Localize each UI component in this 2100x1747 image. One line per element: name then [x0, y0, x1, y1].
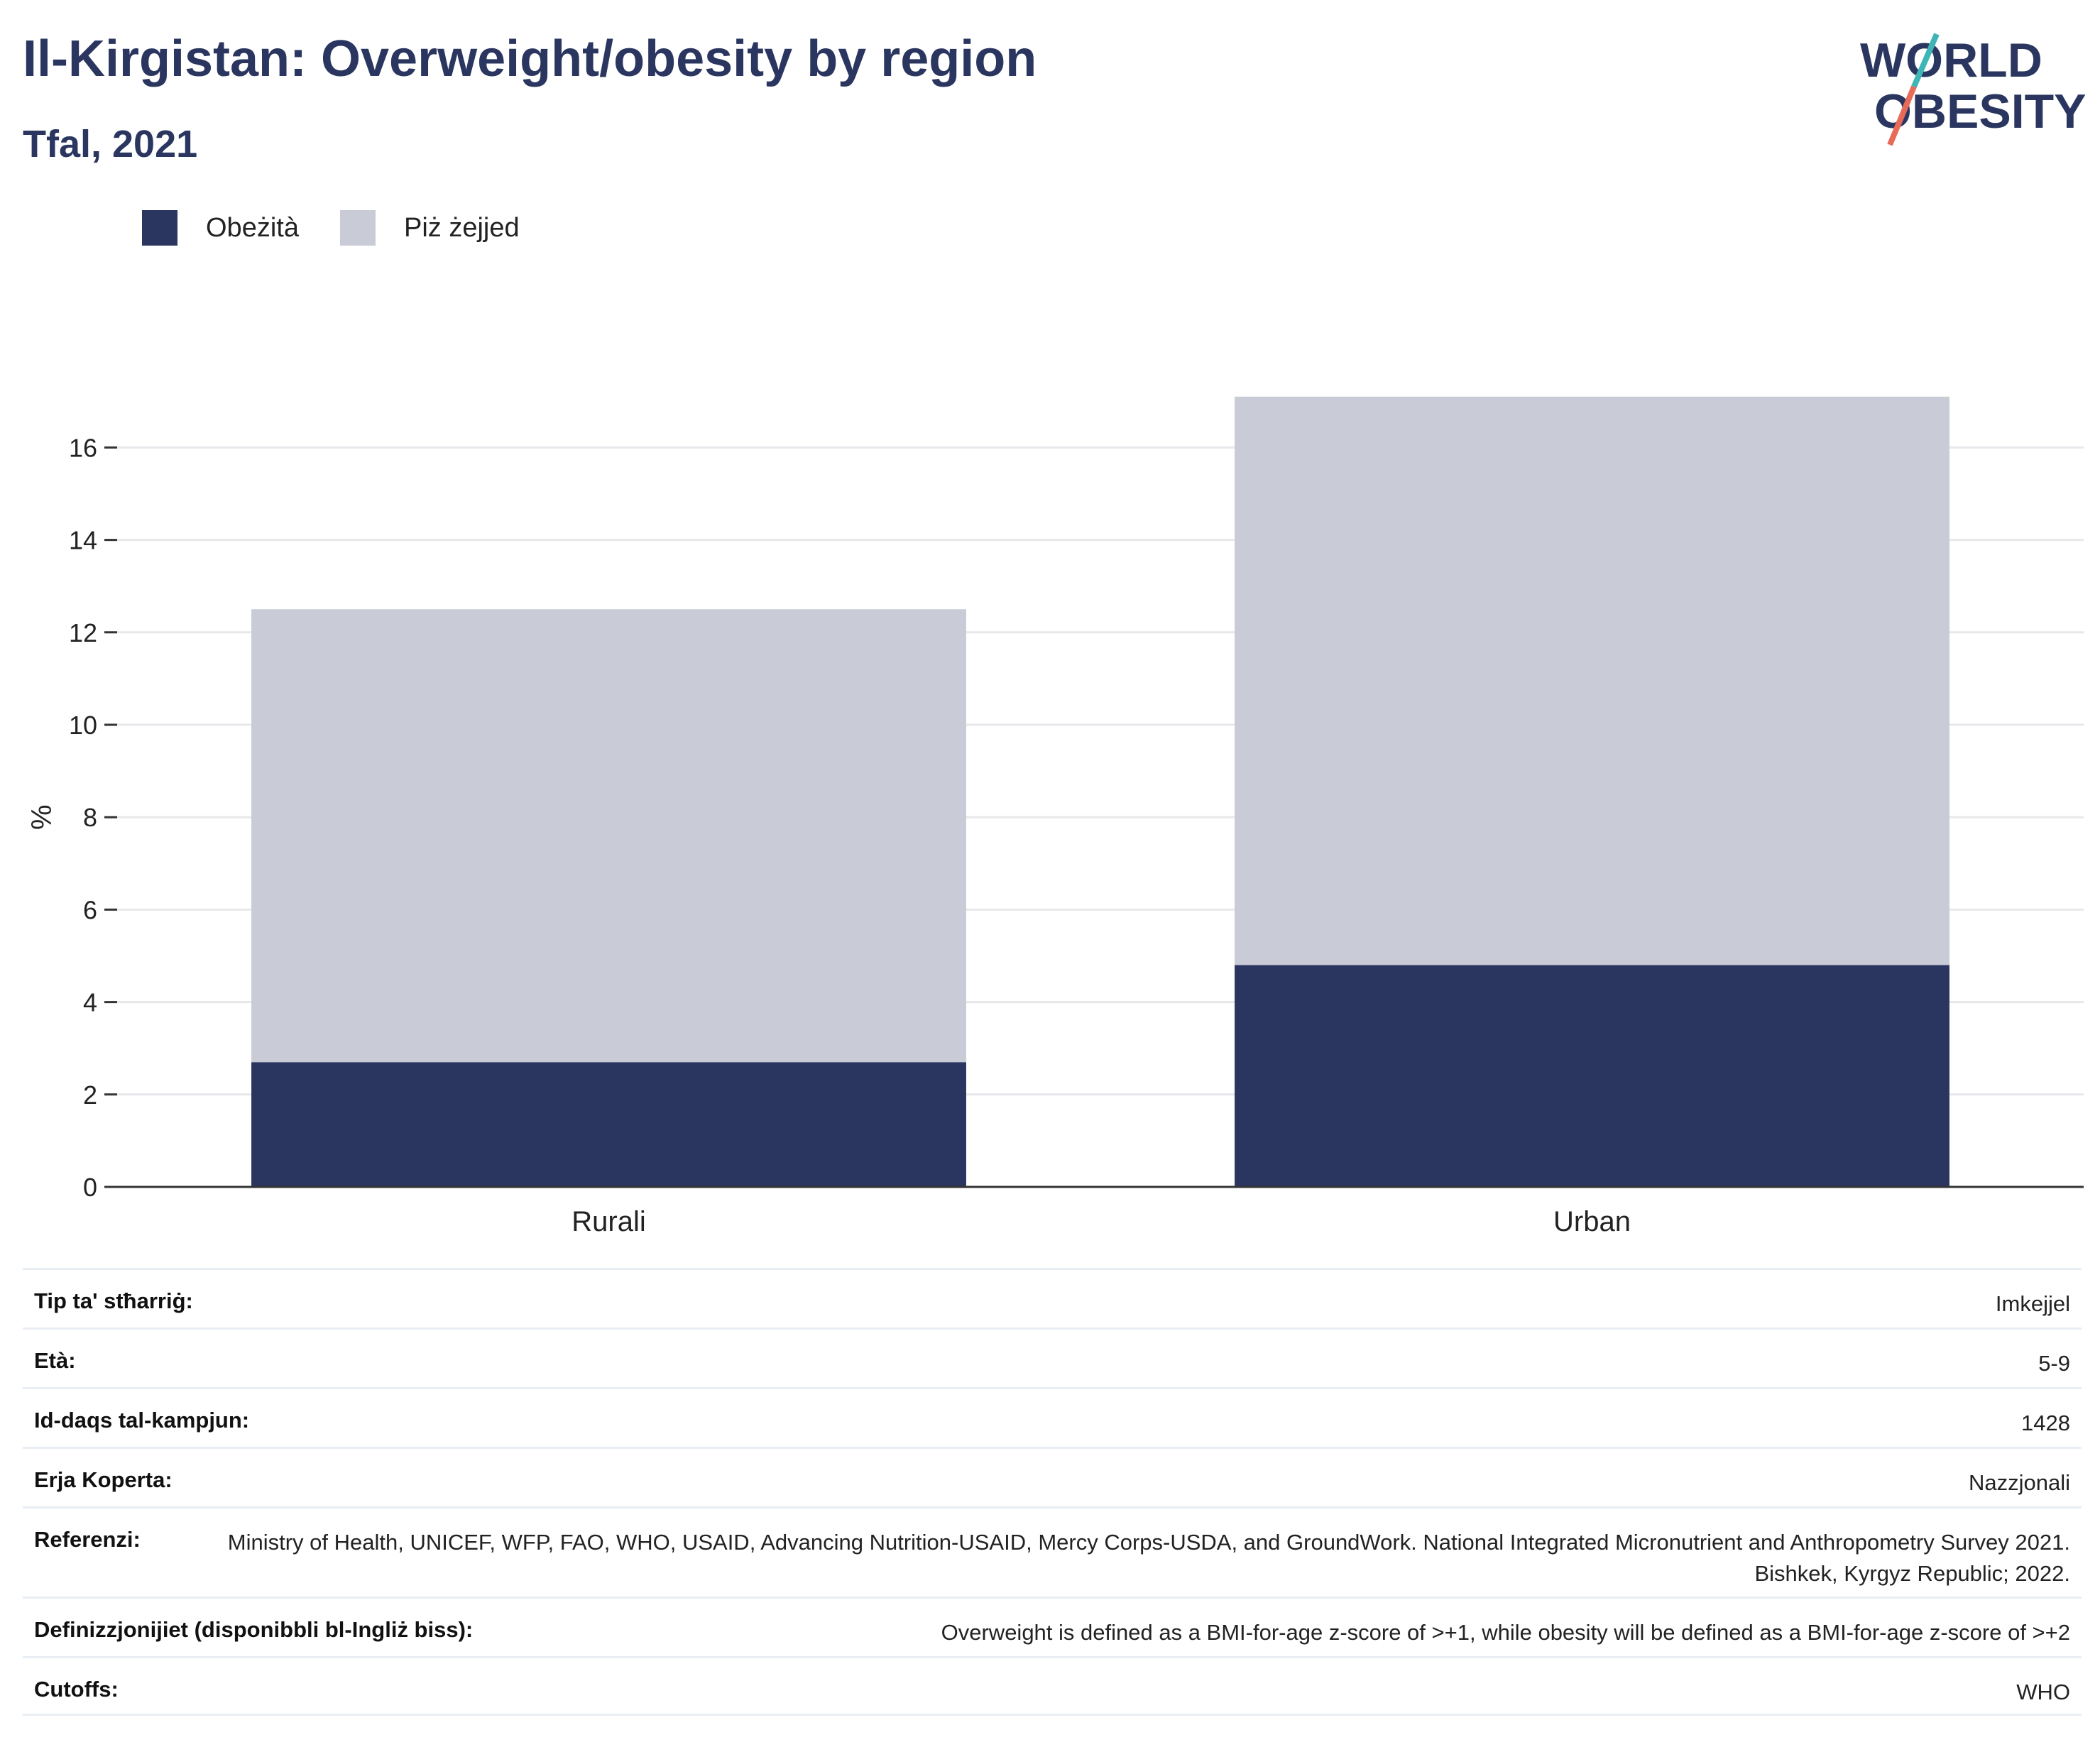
logo-word-world: WORLD: [1860, 33, 2042, 87]
metadata-row: Tip ta' stħarriġ: Imkejjel: [23, 1268, 2082, 1327]
metadata-row: Erja Koperta: Nazzjonali: [23, 1447, 2082, 1506]
metadata-value: Nazzjonali: [1968, 1470, 2070, 1495]
bar-obesity-urban: [1235, 965, 1949, 1187]
page-subtitle: Tfal, 2021: [23, 123, 198, 165]
metadata-row: Definizzjonijiet (disponibbli bl-Ingliż …: [23, 1597, 2082, 1656]
legend-swatch-obesity: [142, 210, 177, 246]
metadata-label: Definizzjonijiet (disponibbli bl-Ingliż …: [34, 1617, 474, 1642]
bar-obesity-rurali: [251, 1062, 966, 1187]
metadata-label: Cutoffs:: [34, 1677, 119, 1702]
metadata-value: 5-9: [2038, 1351, 2070, 1376]
y-tick-label: 0: [83, 1173, 97, 1202]
metadata-row: Età: 5-9: [23, 1327, 2082, 1387]
metadata-label: Id-daqs tal-kampjun:: [34, 1408, 250, 1433]
page-title: Il-Kirgistan: Overweight/obesity by regi…: [23, 31, 1037, 87]
legend-item-obesity[interactable]: Obeżità: [142, 210, 299, 246]
logo-slash-teal: [1911, 33, 1940, 88]
y-tick-label: 14: [69, 526, 97, 555]
x-tick-label: Urban: [1553, 1206, 1631, 1235]
legend-label-obesity: Obeżità: [206, 212, 299, 243]
y-tick-label: 6: [83, 895, 97, 924]
legend-item-overweight[interactable]: Piż żejjed: [339, 210, 520, 246]
metadata-row: Id-daqs tal-kampjun: 1428: [23, 1387, 2082, 1447]
y-tick-label: 2: [83, 1080, 97, 1110]
metadata-label: Referenzi:: [34, 1527, 141, 1552]
y-tick-label: 12: [69, 618, 97, 647]
x-tick-label: Rurali: [572, 1206, 645, 1235]
chart-legend: Obeżità Piż żejjed: [142, 210, 561, 246]
metadata-table: Tip ta' stħarriġ: Imkejjel Età: 5-9 Id-daqs …: [23, 1268, 2082, 1716]
legend-label-overweight: Piż żejjed: [403, 212, 520, 243]
world-obesity-logo: WORLD OBESITY: [1860, 33, 2087, 146]
y-tick-label: 16: [69, 433, 97, 462]
legend-swatch-overweight: [339, 210, 376, 246]
metadata-value: WHO: [2016, 1680, 2070, 1704]
metadata-row: Referenzi: Ministry of Health, UNICEF, WF…: [23, 1506, 2082, 1597]
bar-overweight-urban: [1235, 396, 1949, 965]
metadata-value: Imkejjel: [1995, 1291, 2070, 1316]
metadata-row: Cutoffs: WHO: [23, 1656, 2082, 1716]
metadata-value: Overweight is defined as a BMI-for-age z…: [941, 1620, 2070, 1645]
y-tick-label: 4: [83, 988, 97, 1017]
y-tick-label: 10: [69, 711, 97, 740]
metadata-value: 1428: [2021, 1411, 2070, 1435]
metadata-value: Ministry of Health, UNICEF, WFP, FAO, WH…: [227, 1530, 2070, 1586]
metadata-label: Età:: [34, 1348, 76, 1373]
y-tick-label: 8: [83, 803, 97, 832]
metadata-label: Erja Koperta:: [34, 1467, 173, 1492]
metadata-label: Tip ta' stħarriġ:: [34, 1288, 193, 1313]
logo-slash-red: [1887, 85, 1917, 146]
bar-chart: 0 2 4 6 8 10 12 14 16% Rurali Urban: [26, 396, 2084, 1235]
y-axis-label: %: [26, 804, 58, 830]
bar-overweight-rurali: [251, 609, 966, 1063]
